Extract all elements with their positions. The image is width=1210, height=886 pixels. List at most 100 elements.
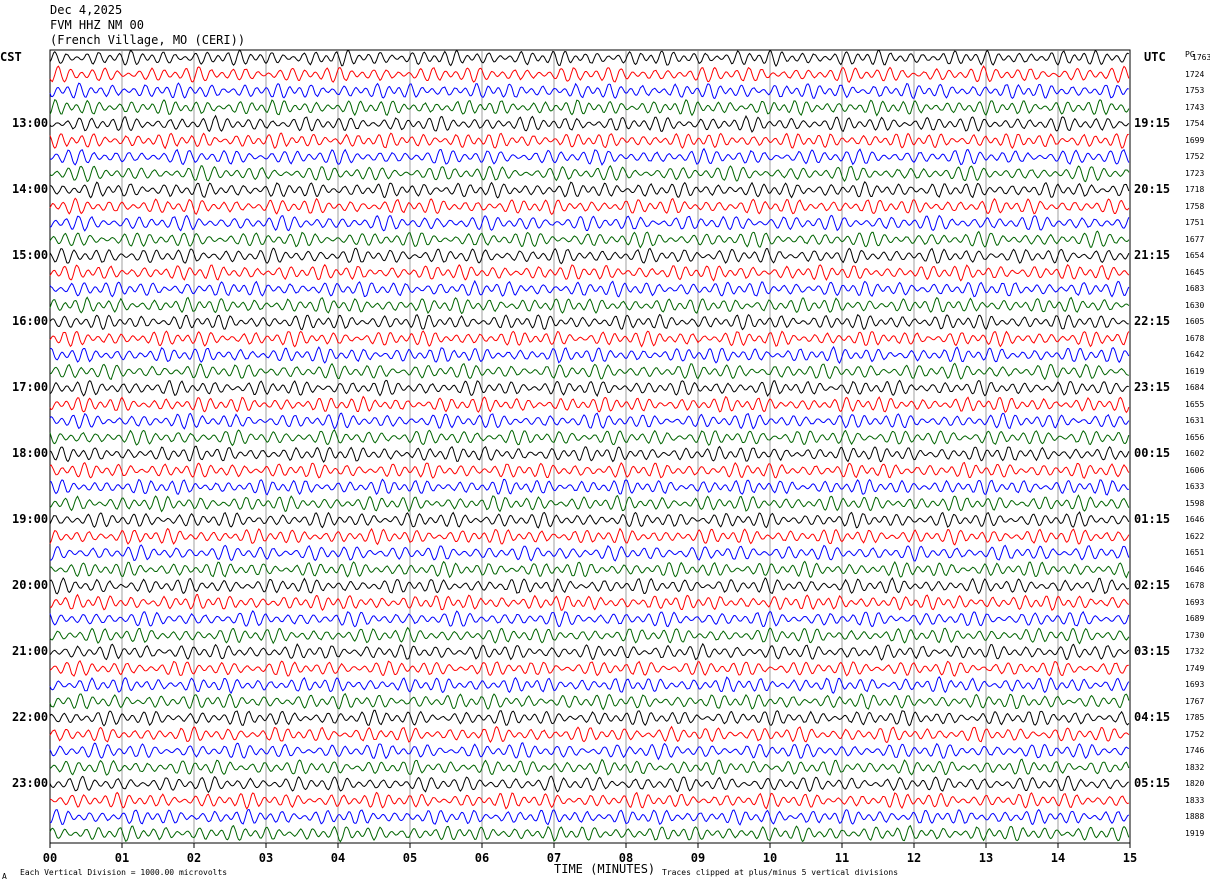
seismic-trace [49, 98, 1130, 117]
seismic-trace [49, 775, 1130, 794]
seismic-trace [49, 65, 1130, 84]
rms-value: 1732 [1185, 647, 1205, 656]
rms-value: 1699 [1185, 135, 1205, 145]
seismic-trace [49, 593, 1130, 612]
rms-value: 1646 [1185, 515, 1205, 524]
right-hour-label: 23:15 [1134, 380, 1171, 394]
rms-value: 1606 [1185, 465, 1205, 475]
rms-value: 1654 [1185, 251, 1205, 260]
rms-value: 1684 [1185, 383, 1205, 392]
seismic-trace [49, 626, 1130, 645]
rms-value: 1833 [1185, 795, 1205, 805]
rms-value: 1754 [1185, 119, 1205, 128]
x-axis-title: TIME (MINUTES) [554, 862, 656, 876]
left-axis-label: CST [0, 50, 22, 64]
x-tick-label: 08 [619, 851, 633, 865]
rms-value: 1642 [1185, 350, 1205, 359]
right-hour-label: 03:15 [1134, 644, 1171, 658]
rms-value: 1753 [1185, 86, 1205, 95]
rms-value: 1785 [1185, 713, 1205, 722]
corner-mark: A [2, 872, 7, 881]
seismic-trace [49, 824, 1130, 843]
rms-value: 1730 [1185, 630, 1205, 640]
right-hour-label: 00:15 [1134, 446, 1171, 460]
seismic-trace [49, 709, 1130, 727]
right-hour-label: 21:15 [1134, 248, 1171, 262]
rms-value: 1724 [1185, 69, 1205, 79]
rms-value: 1763 [1192, 53, 1210, 62]
left-hour-label: 22:00 [12, 710, 49, 724]
rms-value: 1678 [1185, 333, 1205, 343]
x-tick-label: 04 [331, 851, 345, 865]
seismic-trace [49, 560, 1130, 579]
seismic-trace [49, 544, 1130, 562]
rms-value: 1683 [1185, 284, 1205, 293]
seismic-trace [49, 429, 1130, 447]
rms-value: 1693 [1185, 597, 1205, 607]
seismic-trace [49, 642, 1130, 661]
rms-value: 1598 [1185, 498, 1205, 508]
trace-group [49, 49, 1130, 843]
x-tick-label: 07 [547, 851, 561, 865]
seismic-trace [49, 247, 1130, 265]
seismic-trace [49, 180, 1130, 199]
rms-value: 1651 [1185, 548, 1205, 557]
rms-value: 1758 [1185, 201, 1205, 211]
header-location: (French Village, MO (CERI)) [50, 33, 246, 47]
rms-value: 1631 [1185, 416, 1205, 425]
rms-value: 1678 [1185, 581, 1205, 590]
right-hour-label: 05:15 [1134, 776, 1171, 790]
rms-value: 1619 [1185, 366, 1205, 376]
left-hour-label: 23:00 [12, 776, 49, 790]
x-axis-ticks: 00 01 02 03 04 05 06 07 08 09 10 11 12 13 14 15 [43, 843, 1137, 865]
x-tick-label: 00 [43, 851, 57, 865]
rms-value: 1888 [1185, 812, 1205, 821]
seismic-trace [49, 692, 1130, 711]
rms-value: 1602 [1185, 449, 1205, 458]
seismic-trace [49, 791, 1130, 810]
seismic-trace [49, 808, 1130, 826]
plot-frame [49, 49, 1131, 844]
right-hour-label: 01:15 [1134, 512, 1171, 526]
seismic-trace [49, 362, 1129, 381]
x-tick-label: 06 [475, 851, 489, 865]
seismic-trace [49, 165, 1130, 183]
seismic-trace [49, 214, 1130, 232]
rms-value: 1605 [1185, 317, 1205, 326]
x-tick-label: 15 [1123, 851, 1137, 865]
left-hour-label: 20:00 [12, 578, 49, 592]
seismic-trace [49, 412, 1130, 430]
x-tick-label: 09 [691, 851, 705, 865]
left-hour-label: 14:00 [12, 182, 49, 196]
seismic-trace [49, 313, 1129, 331]
left-hour-label: 15:00 [12, 248, 49, 262]
seismic-trace [49, 511, 1130, 529]
seismic-trace [49, 279, 1130, 298]
rms-value: 1723 [1185, 168, 1205, 178]
seismic-trace [49, 147, 1130, 166]
rms-value: 1645 [1185, 267, 1205, 277]
rms-value: 1622 [1185, 531, 1205, 541]
seismic-trace [49, 659, 1129, 677]
seismic-trace [49, 610, 1130, 628]
x-tick-label: 03 [259, 851, 273, 865]
x-tick-label: 11 [835, 851, 849, 865]
seismic-trace [49, 263, 1130, 282]
rms-value: 1630 [1185, 300, 1205, 310]
rms-value: 1767 [1185, 696, 1205, 706]
rms-value: 1752 [1185, 729, 1205, 739]
left-hour-label: 21:00 [12, 644, 49, 658]
rms-value: 1746 [1185, 746, 1205, 755]
rms-value: 1656 [1185, 432, 1205, 442]
seismic-trace [49, 725, 1130, 744]
rms-value: 1752 [1185, 152, 1205, 161]
seismic-trace [49, 230, 1130, 249]
rms-value: 1749 [1185, 663, 1205, 673]
rms-value: 1646 [1185, 564, 1205, 574]
rms-value: 1832 [1185, 762, 1205, 772]
header-station: FVM HHZ NM 00 [50, 18, 144, 32]
header-date: Dec 4,2025 [50, 3, 123, 17]
right-hour-label: 20:15 [1134, 182, 1171, 196]
seismic-trace [49, 132, 1129, 150]
rms-value: 1751 [1185, 218, 1205, 227]
